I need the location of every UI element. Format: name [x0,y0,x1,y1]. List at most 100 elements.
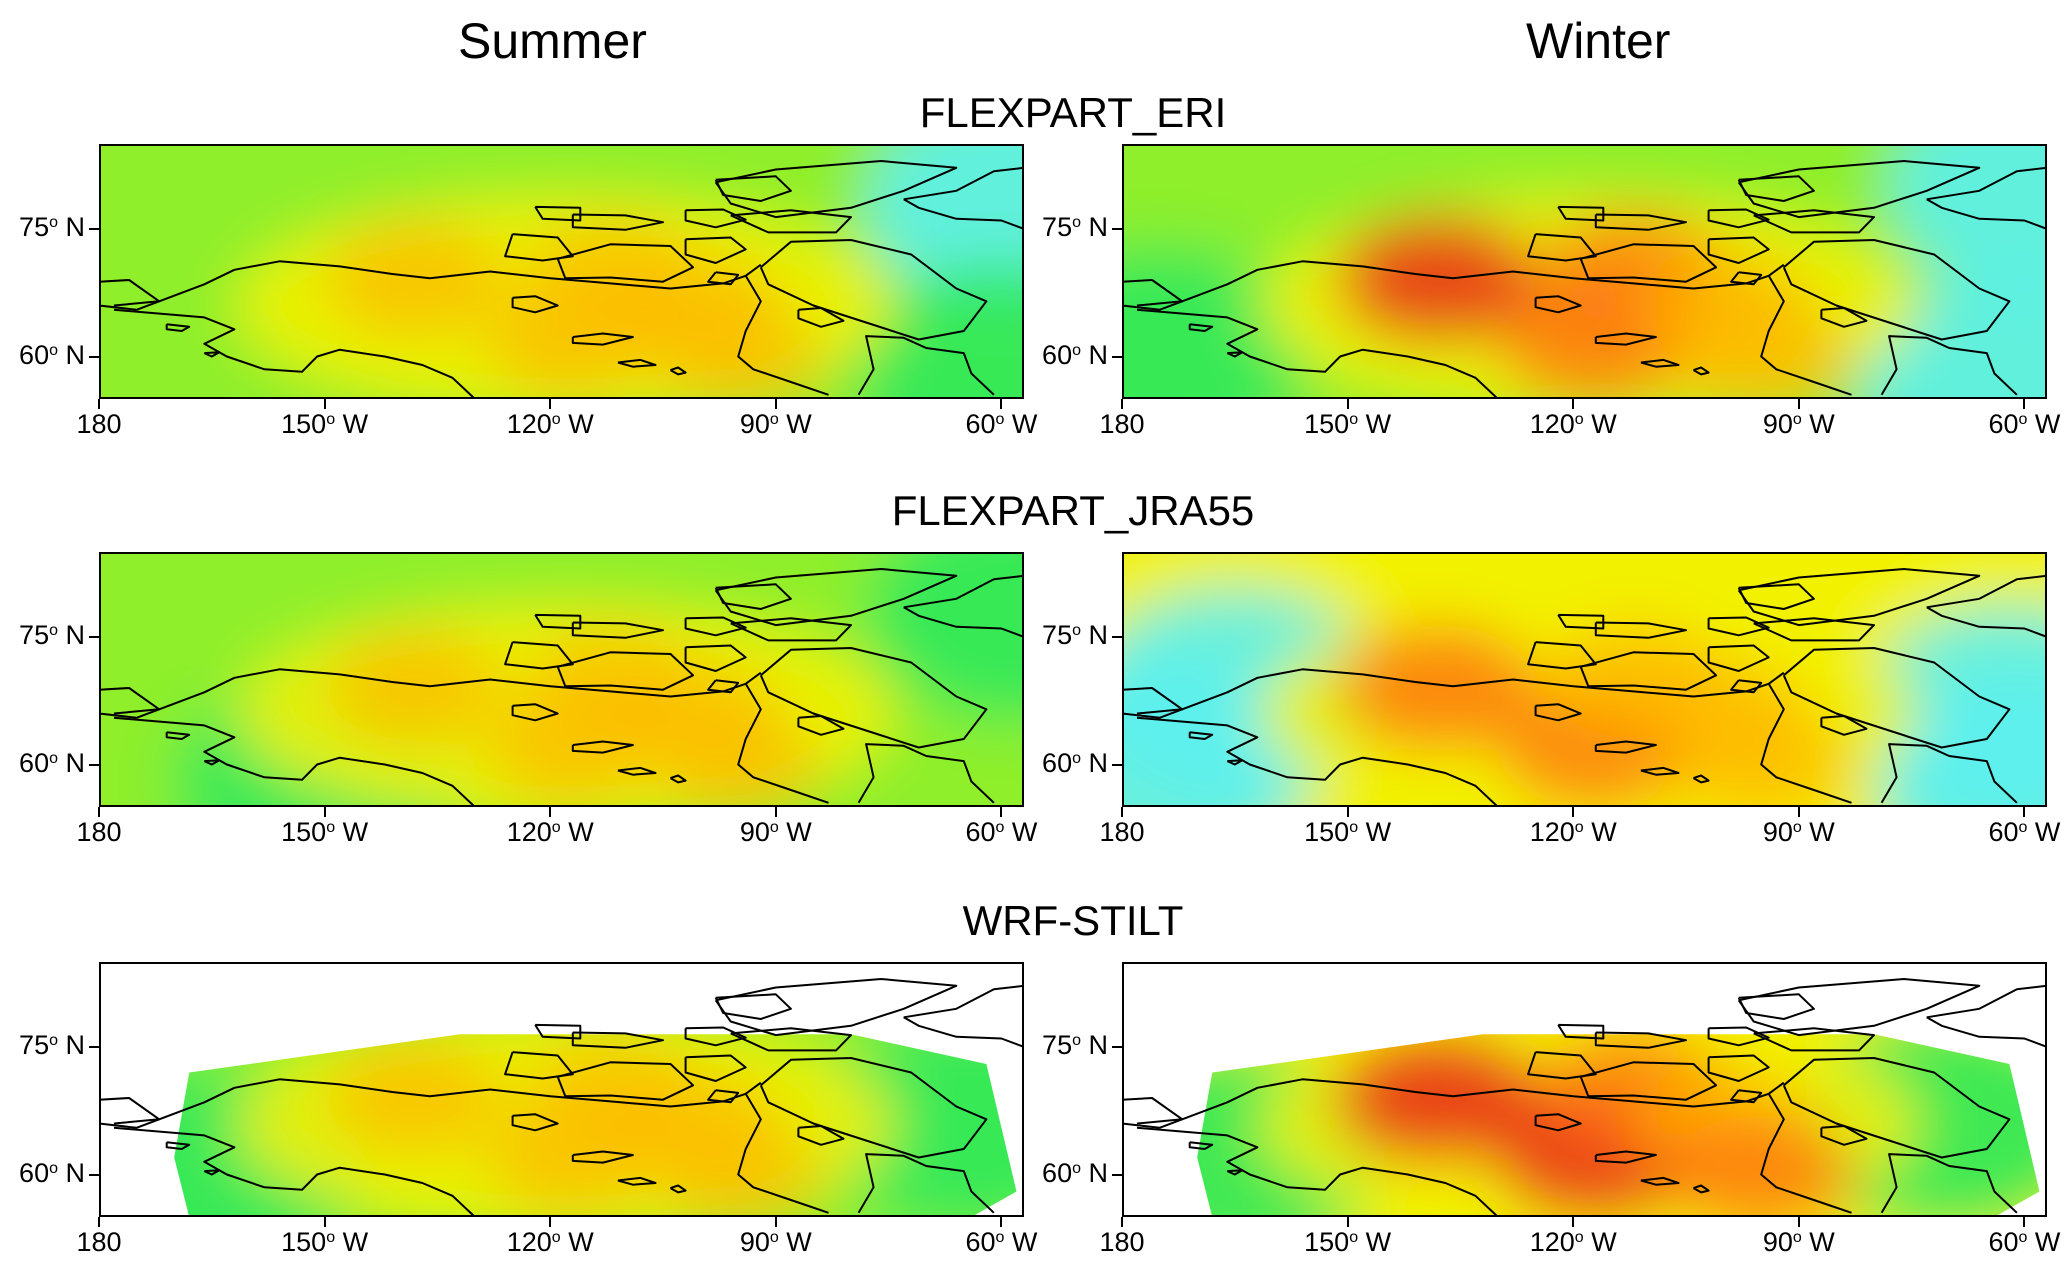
map-panel-flexpart-jra55-summer [99,552,1024,807]
x-tick [1797,399,1800,409]
row-title-wrf-stilt: WRF-STILT [962,897,1184,944]
x-tick [774,807,777,817]
x-tick-label: 150o W [281,817,369,847]
footprint-field [99,552,1024,807]
x-tick-label: 120o W [1529,817,1617,847]
x-tick [1572,807,1575,817]
y-tick [1112,228,1122,230]
x-tick-label: 180 [76,409,122,439]
y-tick-label: 60o N [1042,339,1108,370]
coastlines [1122,978,2047,1217]
column-title-summer: Summer [458,13,647,69]
y-tick-label: 75o N [1042,620,1108,650]
x-tick-label: 150o W [1304,1227,1392,1257]
x-tick [774,1217,777,1227]
x-tick-label: 90o W [739,817,812,847]
y-tick-label: 60o N [1042,1157,1108,1188]
x-tick-label: 120o W [506,409,594,439]
x-tick [549,399,552,409]
coastlines [1122,568,2047,807]
y-tick [89,1173,99,1176]
coastlines [1122,160,2047,399]
x-tick-label: 180 [1099,409,1145,439]
x-tick [549,1217,552,1227]
no-coverage-mask [1122,962,2047,1217]
x-tick [774,399,777,409]
no-coverage-mask [99,962,1024,1217]
x-tick-label: 90o W [1762,1227,1835,1257]
map-panel-wrf-stilt-winter [1122,962,2047,1217]
y-tick [89,228,99,230]
x-tick-label: 180 [1099,817,1145,847]
y-tick-label: 60o N [19,339,85,370]
footprint-field [99,144,1024,399]
y-tick [1112,636,1122,638]
footprint-field [1122,962,2047,1217]
x-tick [1346,1217,1349,1227]
x-tick [98,807,100,817]
x-tick [1121,1217,1123,1227]
x-tick [1797,1217,1800,1227]
x-tick [98,1217,100,1227]
x-tick-label: 90o W [739,409,812,439]
x-tick-label: 90o W [1762,817,1835,847]
x-tick [1000,807,1003,817]
x-tick-label: 150o W [281,1227,369,1257]
x-tick-label: 180 [76,817,122,847]
x-tick [1572,1217,1575,1227]
x-tick [1000,1217,1003,1227]
x-tick-label: 120o W [1529,409,1617,439]
y-tick [89,636,99,638]
map-panel-flexpart-eri-winter [1122,144,2047,399]
x-tick-label: 60o W [965,1227,1038,1257]
x-tick-label: 60o W [965,817,1038,847]
y-tick [1112,763,1122,766]
coastlines [99,568,1024,807]
x-tick [323,807,326,817]
row-title-flexpart-jra55: FLEXPART_JRA55 [891,487,1255,534]
x-tick [549,807,552,817]
x-tick [1121,807,1123,817]
x-tick-label: 150o W [1304,409,1392,439]
x-tick-label: 60o W [965,409,1038,439]
map-panel-wrf-stilt-summer [99,962,1024,1217]
x-tick-label: 120o W [506,817,594,847]
y-tick [1112,355,1122,358]
footprint-field [1122,144,2047,399]
y-tick [1112,1173,1122,1176]
x-tick [1121,399,1123,409]
x-tick [1572,399,1575,409]
map-panel-flexpart-eri-summer [99,144,1024,399]
x-tick-label: 120o W [1529,1227,1617,1257]
y-tick-label: 75o N [1042,1030,1108,1060]
y-tick-label: 60o N [19,1157,85,1188]
x-tick [1346,807,1349,817]
x-tick [2023,1217,2026,1227]
x-tick-label: 120o W [506,1227,594,1257]
x-tick [323,399,326,409]
x-tick-label: 150o W [1304,817,1392,847]
y-tick-label: 75o N [1042,212,1108,242]
x-tick-label: 90o W [1762,409,1835,439]
y-tick [89,355,99,358]
x-tick [1000,399,1003,409]
column-title-winter: Winter [1526,13,1671,69]
y-tick [89,1046,99,1048]
x-tick [2023,399,2026,409]
map-panel-flexpart-jra55-winter [1122,552,2047,807]
x-tick-label: 60o W [1988,1227,2061,1257]
x-tick-label: 150o W [281,409,369,439]
x-tick [323,1217,326,1227]
x-tick [1797,807,1800,817]
x-tick-label: 180 [76,1227,122,1257]
footprint-field [99,962,1024,1217]
y-tick-label: 60o N [19,747,85,778]
y-tick [89,763,99,766]
y-tick-label: 75o N [19,1030,85,1060]
footprint-field [1122,552,2047,807]
x-tick [2023,807,2026,817]
y-tick-label: 60o N [1042,747,1108,778]
coastlines [99,978,1024,1217]
coastlines [99,160,1024,399]
x-tick-label: 60o W [1988,817,2061,847]
